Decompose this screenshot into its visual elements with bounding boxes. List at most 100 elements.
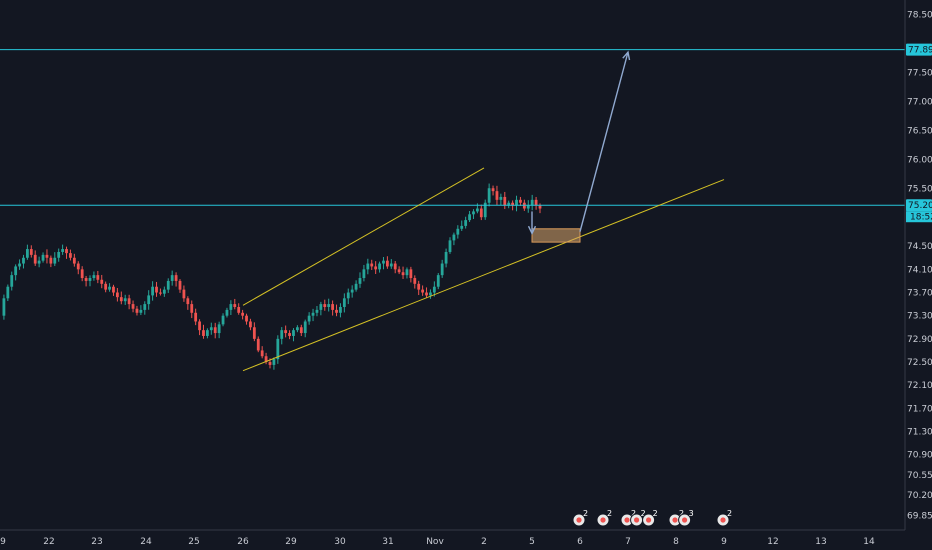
candle-body (190, 304, 194, 313)
candle-body (268, 362, 272, 365)
candle-body (209, 327, 213, 331)
candle-body (331, 304, 335, 310)
arrow-head (527, 225, 537, 236)
event-badge-count: 2 (679, 509, 684, 518)
price-tick-label: 70.200 (907, 491, 932, 501)
candle-body (115, 292, 119, 298)
time-tick-label: 25 (188, 537, 199, 547)
channel-upper-line[interactable] (242, 167, 485, 306)
candle-body (69, 253, 72, 258)
candle-body (495, 191, 499, 200)
target-zone-box[interactable] (531, 228, 581, 243)
current-price-label: 75.207 (908, 201, 932, 211)
candle-body (241, 312, 245, 316)
candle-body (104, 283, 108, 290)
candle-body (45, 254, 49, 258)
countdown-label: 18:52 (910, 213, 932, 223)
flag-icon-dot (624, 517, 630, 523)
candle-body (475, 208, 479, 212)
event-badge-count: 2 (631, 509, 636, 518)
candle-body (10, 275, 14, 287)
time-axis[interactable]: 9 22 23 24 25 26 29 30 31 Nov 2 5 6 7 8 9 12 13 14 (0, 537, 875, 547)
candle-body (143, 304, 147, 310)
arrow-shaft[interactable] (579, 51, 629, 232)
candle-body (487, 188, 491, 203)
event-badge[interactable]: 2 (596, 509, 612, 527)
candle-body (464, 220, 468, 226)
event-badge[interactable]: 2 (620, 509, 636, 527)
candle-body (409, 269, 413, 279)
time-tick-label: 12 (767, 537, 778, 547)
channel-lower-line[interactable] (242, 179, 725, 372)
candle-body (178, 280, 182, 290)
candle-body (151, 286, 155, 296)
time-tick-label: 13 (815, 537, 826, 547)
candle-body (292, 330, 295, 336)
candle-body (264, 356, 268, 363)
candle-body (519, 199, 522, 203)
candle-body (499, 196, 503, 200)
countdown-label-bg (906, 211, 932, 223)
candle-body (213, 327, 217, 334)
time-tick-label: 2 (481, 537, 487, 547)
candle-body (198, 321, 201, 331)
candle-body (507, 202, 511, 206)
candle-body (256, 338, 260, 351)
event-badge[interactable]: 2 (716, 509, 732, 527)
candle-body (440, 263, 444, 276)
price-tick-label: 70.900 (907, 451, 932, 461)
event-badge-count: 3 (689, 509, 694, 518)
time-tick-label: 31 (382, 537, 393, 547)
candle-body (37, 260, 41, 264)
price-tick-label: 69.850 (907, 512, 932, 522)
event-badge[interactable]: 2 (572, 509, 588, 527)
price-tick-label: 72.500 (907, 358, 932, 368)
event-badge-count: 2 (607, 509, 612, 518)
candle-body (511, 202, 515, 206)
candle-body (225, 309, 229, 316)
candle-body (323, 304, 327, 307)
candle-body (229, 304, 233, 310)
candle-body (483, 202, 487, 218)
price-tick-label: 73.700 (907, 289, 932, 299)
event-badge-count: 2 (583, 509, 588, 518)
price-tick-label: 72.100 (907, 381, 932, 391)
event-badge[interactable]: 2 (630, 509, 646, 527)
candle-body (413, 278, 417, 284)
candle-body (307, 315, 311, 322)
event-badge[interactable]: 3 (678, 509, 694, 527)
candle-body (100, 279, 104, 284)
candle-body (452, 234, 456, 241)
candle-body (350, 289, 354, 293)
flag-icon-dot (682, 517, 688, 523)
price-tick-label: 74.500 (907, 242, 932, 252)
candle-body (284, 330, 288, 334)
candle-body (456, 228, 460, 235)
candle-body (374, 266, 378, 270)
candle-body (33, 254, 37, 264)
candle-body (135, 308, 139, 313)
candle-body (80, 269, 84, 279)
candle-body (123, 298, 127, 302)
candle-body (84, 278, 88, 281)
candle-body (112, 286, 115, 293)
candle-body (194, 312, 198, 322)
candle-body (76, 263, 80, 270)
candle-body (159, 292, 162, 294)
price-tick-label: 71.700 (907, 404, 932, 414)
candle-body (72, 257, 76, 264)
candle-body (155, 286, 158, 293)
candle-body (139, 309, 143, 313)
candle-body (233, 304, 237, 307)
candle-body (182, 289, 186, 299)
time-tick-label: 8 (673, 537, 679, 547)
candle-body (385, 260, 389, 267)
event-badge[interactable]: 2 (642, 509, 658, 527)
candle-body (315, 309, 319, 313)
candle-body (335, 309, 338, 313)
current-price-label-bg (906, 199, 932, 212)
time-tick-label: 9 (0, 537, 6, 547)
